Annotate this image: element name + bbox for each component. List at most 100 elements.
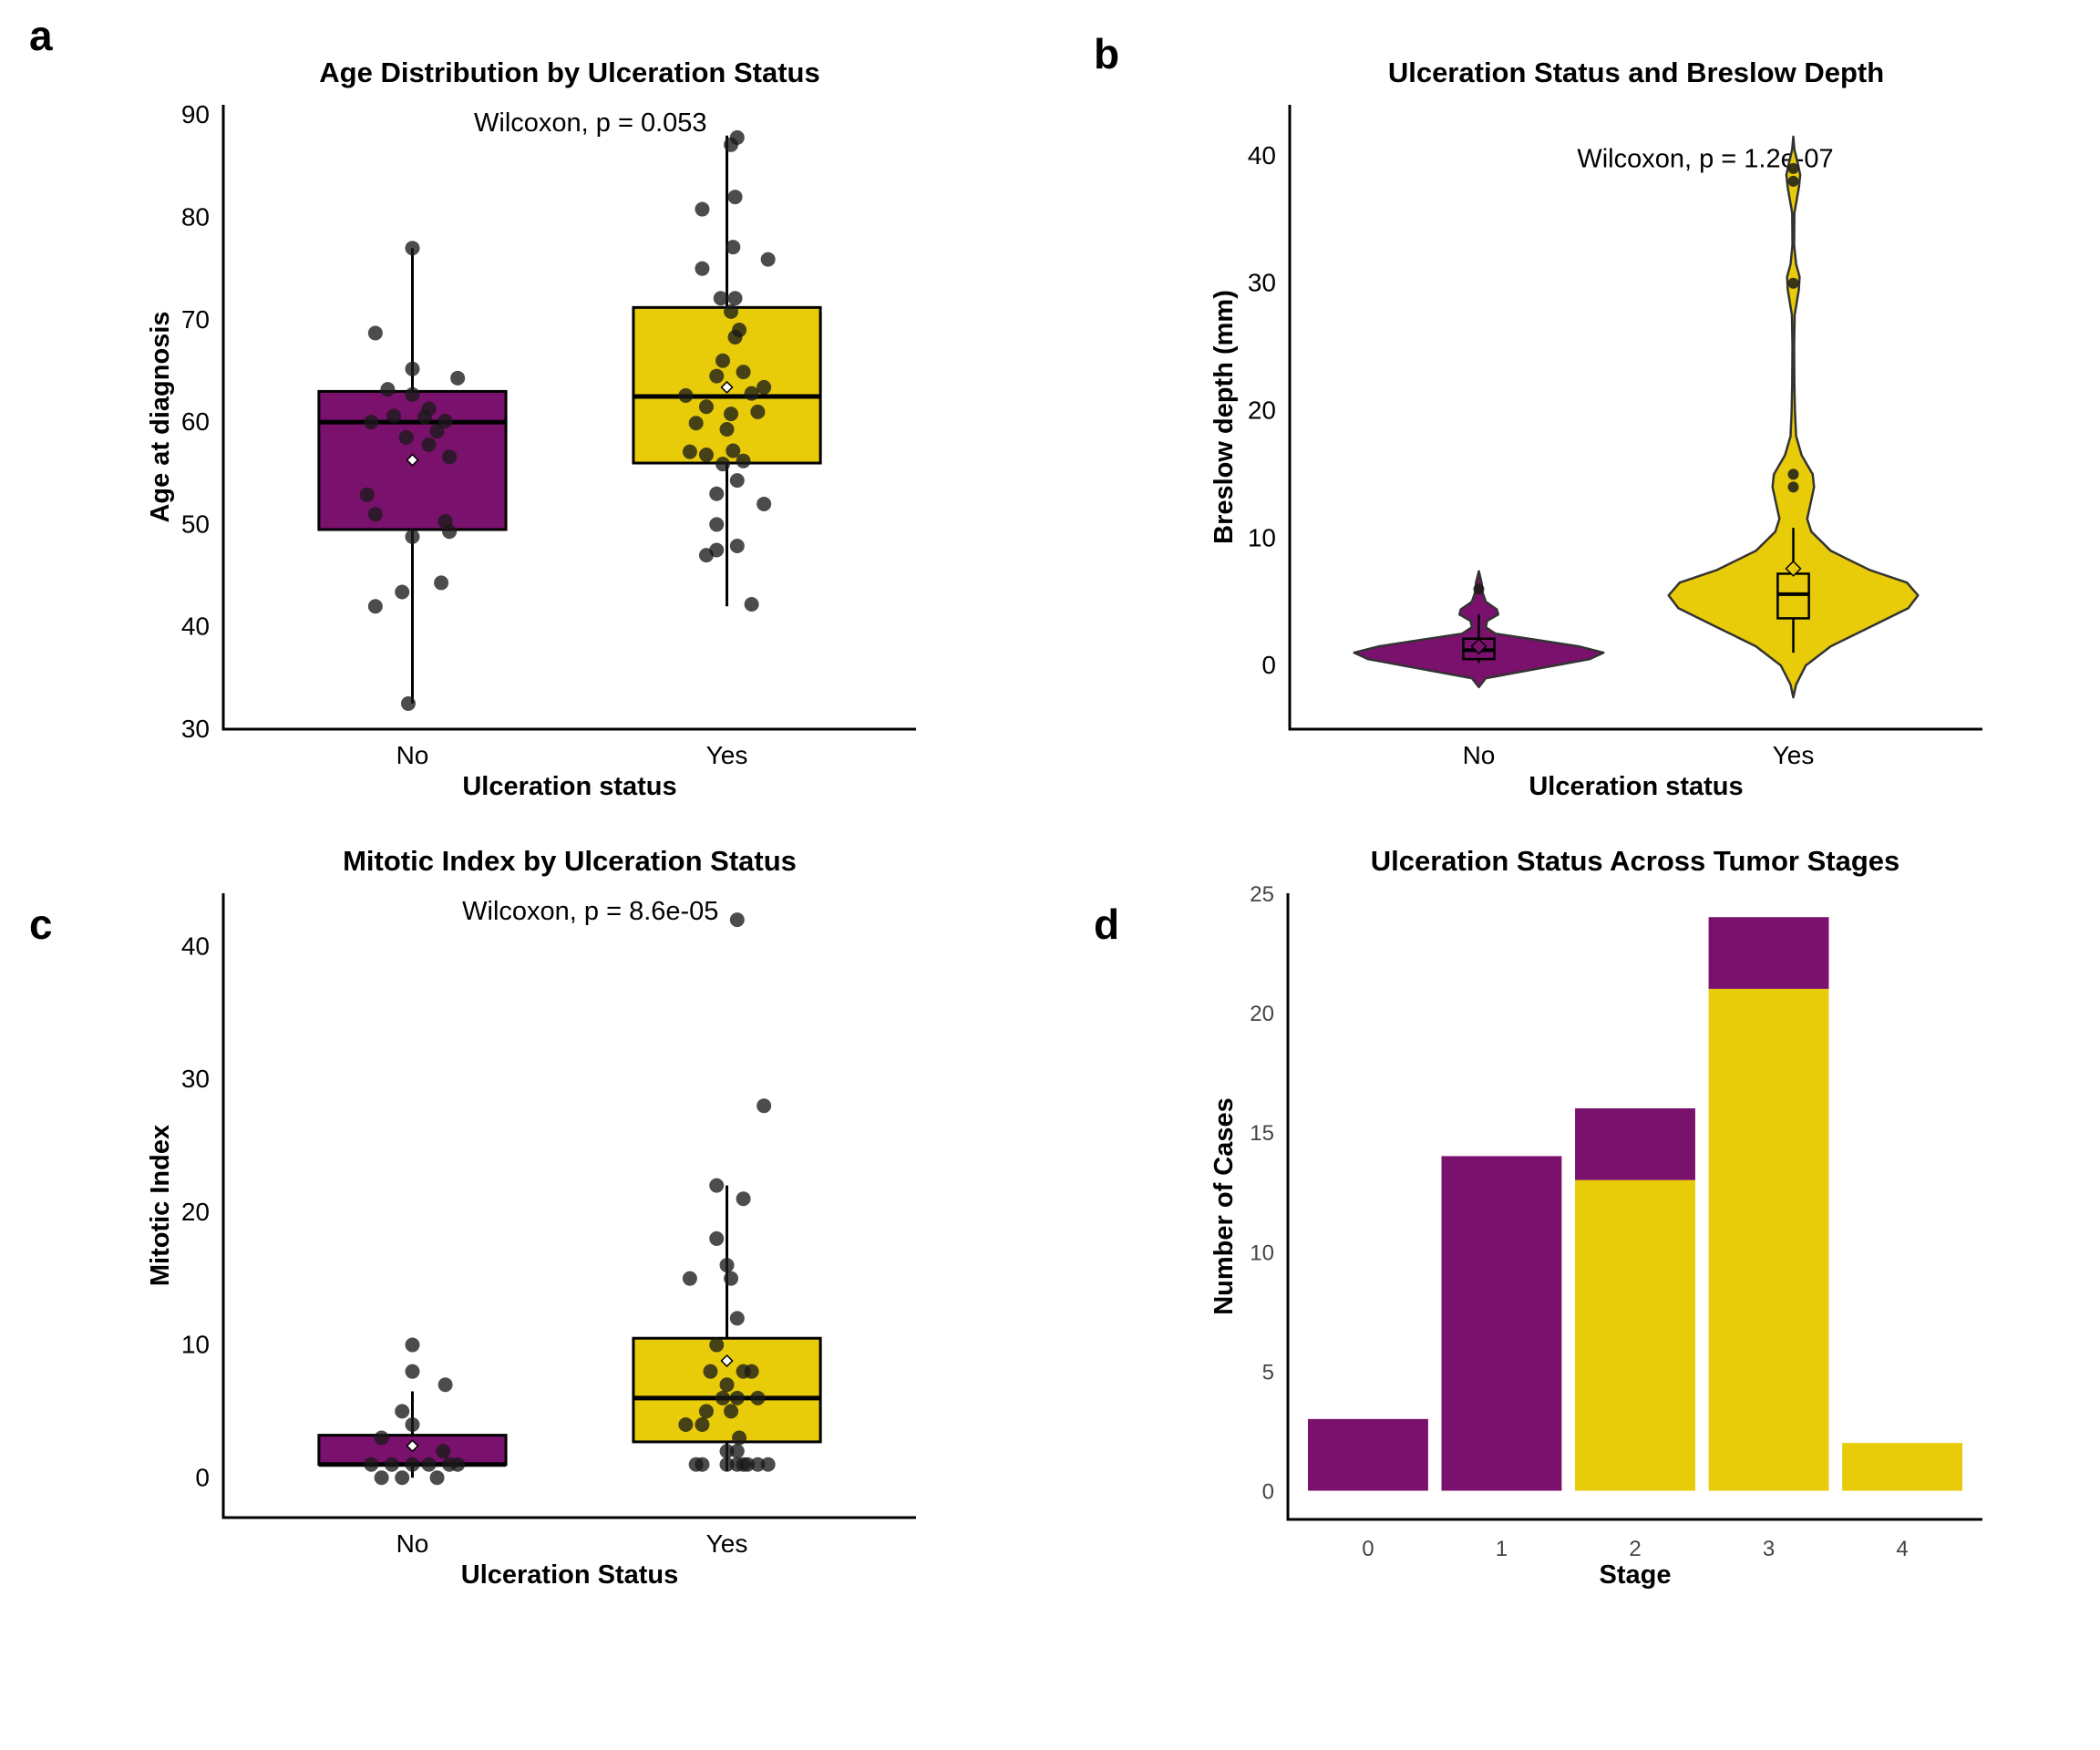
- data-point: [719, 1258, 735, 1273]
- y-tick-label: 15: [1250, 1121, 1274, 1146]
- outlier-point: [1787, 175, 1799, 187]
- x-axis-title: Ulceration status: [1529, 772, 1743, 801]
- data-point: [417, 409, 433, 425]
- x-tick-label: 2: [1629, 1537, 1641, 1561]
- data-point: [744, 597, 759, 612]
- data-point: [688, 416, 704, 431]
- y-axis-title: Age at diagnosis: [146, 311, 175, 522]
- data-point: [405, 386, 420, 402]
- y-tick-label: 60: [181, 407, 210, 436]
- y-tick-label: 80: [181, 203, 210, 232]
- data-point: [380, 382, 396, 397]
- y-tick-label: 30: [181, 715, 210, 743]
- panel-letter: d: [1094, 901, 1119, 948]
- x-tick-label: 3: [1763, 1537, 1775, 1561]
- y-tick-label: 30: [181, 1065, 210, 1093]
- bar-no-stage-0: [1307, 1418, 1428, 1491]
- data-point: [359, 487, 375, 502]
- data-point: [442, 524, 458, 540]
- y-tick-label: 40: [1248, 141, 1276, 170]
- x-tick-label: 1: [1496, 1537, 1508, 1561]
- data-point: [450, 1457, 466, 1472]
- data-point: [395, 1470, 410, 1486]
- chart-title: Ulceration Status and Breslow Depth: [1388, 57, 1884, 88]
- y-tick-label: 0: [195, 1463, 210, 1491]
- y-tick-label: 90: [181, 100, 210, 129]
- mean-marker: [406, 1439, 419, 1453]
- data-point: [405, 361, 420, 376]
- data-point: [729, 912, 745, 928]
- data-point: [405, 1337, 420, 1353]
- data-point: [698, 448, 714, 463]
- data-point: [405, 1364, 420, 1379]
- data-point: [736, 453, 751, 468]
- data-point: [436, 1444, 451, 1459]
- data-point: [724, 304, 739, 319]
- y-tick-label: 5: [1262, 1360, 1274, 1385]
- bar-no-stage-1: [1441, 1156, 1562, 1491]
- chart-title: Age Distribution by Ulceration Status: [319, 57, 819, 88]
- mean-marker: [1785, 560, 1802, 577]
- data-point: [715, 353, 731, 368]
- wilcoxon-annotation: Wilcoxon, p = 0.053: [474, 108, 707, 138]
- data-point: [395, 1404, 410, 1419]
- data-point: [760, 1457, 776, 1472]
- data-point: [724, 137, 739, 152]
- panel-c: c Mitotic Index by Ulceration Status Ulcer…: [29, 845, 916, 1590]
- mean-marker: [720, 1354, 734, 1368]
- mean-marker: [406, 453, 419, 467]
- y-tick-label: 10: [1248, 523, 1276, 551]
- data-point: [367, 325, 383, 341]
- data-point: [384, 1457, 399, 1472]
- data-point: [736, 1191, 751, 1207]
- x-tick-label: No: [396, 1529, 429, 1558]
- data-point: [398, 429, 414, 445]
- data-point: [727, 190, 743, 205]
- data-point: [678, 387, 694, 403]
- x-tick-label: Yes: [706, 1529, 748, 1558]
- data-point: [405, 1416, 420, 1432]
- data-point: [709, 517, 725, 532]
- data-point: [709, 368, 725, 384]
- data-point: [421, 1457, 437, 1472]
- data-point: [434, 575, 449, 591]
- data-point: [695, 201, 710, 217]
- data-point: [727, 291, 743, 306]
- y-tick-label: 10: [1250, 1240, 1274, 1265]
- x-axis-title: Stage: [1600, 1560, 1672, 1590]
- data-point: [400, 695, 416, 711]
- data-point: [719, 421, 735, 437]
- axis-lines: [1286, 893, 1982, 1521]
- data-point: [688, 1457, 704, 1472]
- data-point: [405, 1457, 420, 1472]
- data-point: [744, 1364, 759, 1379]
- data-point: [364, 1457, 379, 1472]
- data-point: [450, 370, 466, 386]
- y-tick-label: 25: [1250, 882, 1274, 907]
- data-point: [438, 1377, 453, 1393]
- data-point: [719, 1444, 735, 1459]
- y-axis-title: Number of Cases: [1210, 1097, 1239, 1315]
- outlier-point: [1787, 277, 1799, 289]
- data-point: [757, 379, 772, 395]
- x-axis-title: Ulceration status: [462, 772, 676, 801]
- chart-title: Mitotic Index by Ulceration Status: [343, 845, 797, 877]
- data-point: [724, 1404, 739, 1419]
- data-point: [709, 1337, 725, 1353]
- data-point: [715, 1390, 731, 1405]
- bar-yes-stage-2: [1575, 1179, 1695, 1491]
- y-tick-label: 30: [1248, 269, 1276, 297]
- y-axis-title: Mitotic Index: [146, 1125, 175, 1286]
- data-point: [736, 365, 751, 380]
- x-tick-label: Yes: [706, 741, 748, 769]
- box-yes: [1776, 572, 1810, 620]
- y-tick-label: 20: [1248, 396, 1276, 425]
- panel-b: b Ulceration Status and Breslow Depth Ulce…: [1094, 30, 1982, 801]
- y-tick-label: 0: [1262, 1480, 1274, 1505]
- bar-yes-stage-4: [1842, 1443, 1963, 1491]
- y-tick-label: 70: [181, 305, 210, 334]
- x-tick-label: Yes: [1773, 741, 1815, 769]
- bar-no-stage-2: [1575, 1107, 1695, 1180]
- data-point: [367, 599, 383, 614]
